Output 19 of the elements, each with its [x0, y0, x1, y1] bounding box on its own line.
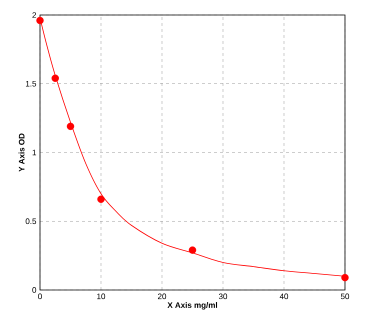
- x-tick-label: 20: [158, 294, 166, 300]
- y-tick-label: 0: [32, 287, 36, 293]
- point: [188, 246, 196, 254]
- x-axis-title: X Axis mg/ml: [167, 302, 218, 310]
- point: [52, 74, 59, 82]
- point: [341, 274, 349, 282]
- x-tick-label: 50: [340, 294, 350, 300]
- x-tick-label: 10: [97, 294, 106, 300]
- point: [97, 196, 105, 203]
- point: [36, 16, 44, 24]
- y-axis-title: Y Axis OD: [18, 133, 24, 172]
- point: [66, 122, 74, 130]
- x-tick-label: 30: [218, 294, 228, 300]
- x-tick-label: 40: [280, 294, 288, 300]
- y-tick-label: 0.5: [26, 218, 36, 224]
- y-tick-label: 2: [32, 12, 36, 18]
- y-tick-label: 1: [32, 150, 36, 156]
- y-tick-label: 1.5: [26, 80, 36, 87]
- x-tick-label: 0: [38, 294, 42, 300]
